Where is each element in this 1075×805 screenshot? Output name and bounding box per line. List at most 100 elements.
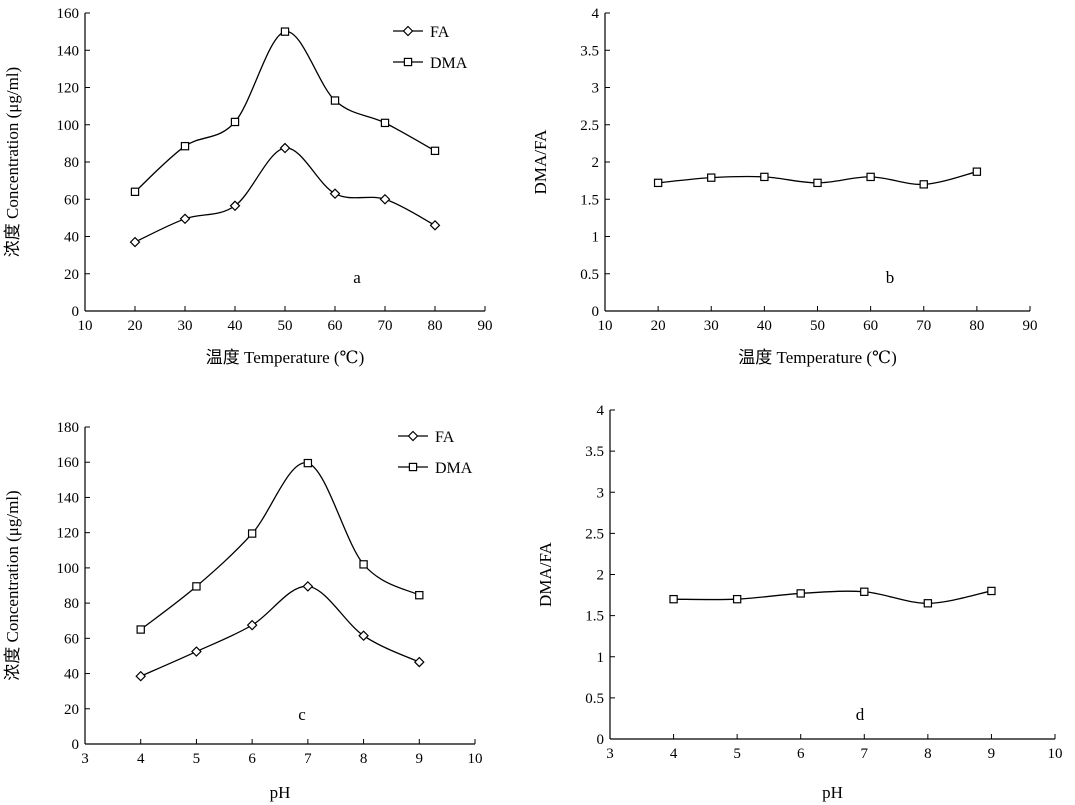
x-tick-label: 6 (797, 746, 805, 762)
data-point-ratio (919, 180, 928, 189)
y-tick-label: 40 (64, 667, 79, 683)
data-point-ratio (860, 587, 869, 596)
data-point-dma (330, 96, 340, 105)
y-tick-label: 120 (57, 526, 80, 542)
data-point-fa (179, 213, 191, 225)
data-point-dma (180, 141, 190, 151)
x-tick-label: 3 (606, 746, 614, 762)
x-tick-label: 70 (378, 318, 393, 334)
y-tick-label: 0.5 (580, 267, 599, 283)
chart-c: 0 20 40 60 80 100 120 140 160 180 3 4 5 6 7 8 9 10 pH 浓度 Co… (3, 420, 483, 802)
x-tick-label: 9 (416, 751, 424, 767)
x-tick-label: 50 (278, 318, 293, 334)
y-tick-label: 140 (57, 43, 80, 59)
y-tick-label: 120 (57, 81, 80, 97)
y-tick-label: 2 (597, 568, 605, 584)
y-tick-label: 20 (64, 267, 79, 283)
data-point-dma (192, 582, 201, 591)
y-axis-label: 浓度 Concentration (μg/ml) (3, 67, 22, 257)
data-point-fa (246, 619, 258, 631)
y-tick-label: 1.5 (580, 192, 599, 208)
y-tick-label: 2 (592, 155, 600, 171)
y-axis-label: 浓度 Concentration (μg/ml) (3, 490, 22, 680)
panel-label: c (298, 705, 306, 724)
x-axis-label: pH (822, 783, 843, 802)
y-tick-label: 1 (597, 650, 605, 666)
data-point-fa (358, 630, 369, 642)
panel-label: a (353, 268, 361, 287)
y-tick-label: 60 (64, 631, 79, 647)
x-tick-label: 9 (988, 746, 996, 762)
x-tick-label: 4 (670, 746, 678, 762)
x-tick-label: 6 (248, 751, 256, 767)
y-tick-label: 3.5 (580, 43, 599, 59)
x-tick-label: 7 (304, 751, 312, 767)
legend-label: FA (435, 429, 455, 446)
x-tick-label: 60 (863, 318, 878, 334)
x-tick-label: 90 (1023, 318, 1038, 334)
y-tick-label: 0 (597, 732, 605, 748)
data-point-ratio (760, 172, 769, 182)
x-tick-label: 8 (360, 751, 368, 767)
x-tick-label: 5 (733, 746, 741, 762)
y-tick-label: 0.5 (585, 691, 604, 707)
data-point-fa (413, 656, 425, 668)
x-tick-label: 30 (178, 318, 193, 334)
y-tick-label: 2.5 (585, 526, 604, 542)
series-line-ratio (673, 590, 992, 604)
x-tick-label: 20 (651, 318, 666, 334)
y-tick-label: 1.5 (585, 609, 604, 625)
legend-label: FA (430, 24, 450, 41)
x-tick-label: 20 (128, 318, 143, 334)
x-tick-label: 40 (228, 318, 243, 334)
data-point-ratio (866, 172, 875, 182)
panel-label: d (856, 705, 865, 724)
chart-d: 0 0.5 1 1.5 2 2.5 3 3.5 4 3 4 5 6 7 8 9 10 pH DMA/FA d (536, 403, 1063, 802)
data-point-dma (415, 590, 424, 600)
y-tick-label: 3.5 (585, 444, 604, 460)
data-point-ratio (669, 594, 678, 604)
legend-marker (407, 430, 419, 442)
y-tick-label: 40 (64, 230, 79, 246)
y-tick-label: 0 (72, 737, 80, 753)
data-point-ratio (707, 173, 716, 182)
x-tick-label: 5 (193, 751, 201, 767)
x-axis-label: pH (270, 783, 291, 802)
data-point-dma (380, 118, 390, 128)
data-point-fa (429, 219, 441, 231)
data-point-ratio (813, 178, 822, 188)
chart-a: 0 20 40 60 80 100 120 140 160 10 20 30 40 50 60 70 80 90 温… (3, 6, 493, 367)
data-point-dma (130, 187, 140, 196)
x-tick-label: 90 (478, 318, 493, 334)
data-point-fa (279, 142, 291, 154)
y-tick-label: 4 (597, 403, 605, 419)
data-point-dma (430, 146, 440, 156)
chart-b: 0 0.5 1 1.5 2 2.5 3 3.5 4 10 20 30 40 50 60 70 80 90 温度 Te… (531, 6, 1038, 367)
data-point-dma (359, 560, 368, 569)
data-point-fa (129, 236, 141, 248)
data-point-ratio (732, 594, 742, 604)
legend-marker (408, 462, 418, 472)
y-tick-label: 180 (57, 420, 80, 436)
y-tick-label: 60 (64, 192, 79, 208)
y-tick-label: 3 (592, 81, 600, 97)
y-tick-label: 160 (57, 6, 80, 22)
x-tick-label: 80 (969, 318, 984, 334)
y-tick-label: 80 (64, 596, 79, 612)
y-tick-label: 100 (57, 118, 80, 134)
legend-label: DMA (435, 460, 473, 477)
panel-label: b (886, 268, 895, 287)
series-line-dma (134, 30, 436, 193)
y-tick-label: 4 (592, 6, 600, 22)
data-point-dma (280, 27, 290, 36)
data-point-dma (230, 117, 240, 127)
x-tick-label: 80 (428, 318, 443, 334)
x-tick-label: 50 (810, 318, 825, 334)
y-tick-label: 80 (64, 155, 79, 171)
data-point-ratio (972, 167, 982, 176)
y-tick-label: 20 (64, 702, 79, 718)
x-tick-label: 10 (468, 751, 483, 767)
legend-label: DMA (430, 55, 468, 72)
y-axis-label: DMA/FA (531, 129, 550, 195)
